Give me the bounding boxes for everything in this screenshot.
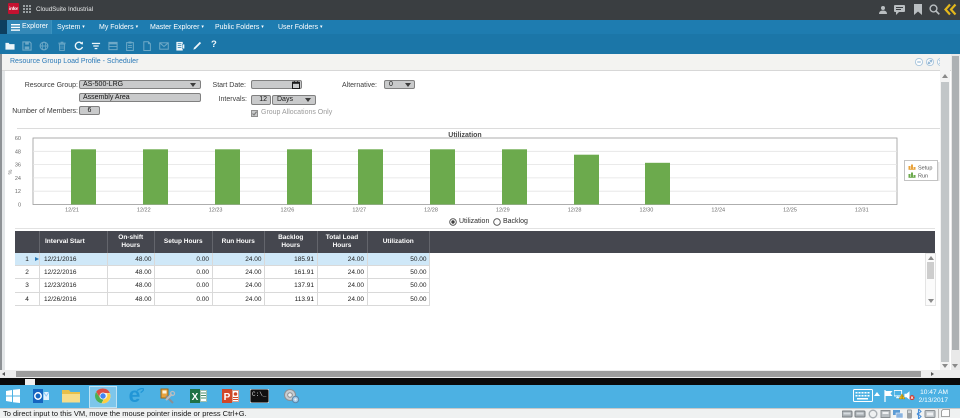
svg-text:12/31: 12/31 — [855, 208, 869, 214]
svg-text:12/26: 12/26 — [281, 208, 295, 214]
svg-text:12/28: 12/28 — [424, 208, 438, 214]
svg-text:12/27: 12/27 — [352, 208, 366, 214]
svg-text:12/30: 12/30 — [640, 208, 654, 214]
svg-text:60: 60 — [15, 136, 21, 142]
svg-text:24: 24 — [15, 176, 21, 182]
svg-text:Setup: Setup — [918, 166, 932, 172]
svg-text:X: X — [192, 392, 199, 403]
svg-text:P: P — [224, 392, 231, 403]
svg-text:0: 0 — [18, 203, 21, 209]
svg-text:12/29: 12/29 — [496, 208, 510, 214]
svg-text:!: ! — [901, 394, 902, 399]
svg-text:Utilization: Utilization — [448, 132, 481, 139]
svg-text:e: e — [129, 388, 141, 404]
svg-text:12/23: 12/23 — [209, 208, 223, 214]
svg-text:Run: Run — [918, 174, 928, 180]
svg-text:12/22: 12/22 — [137, 208, 151, 214]
svg-text:%: % — [8, 169, 14, 174]
svg-text:12/25: 12/25 — [783, 208, 797, 214]
svg-text:12/24: 12/24 — [711, 208, 725, 214]
svg-text:12/28: 12/28 — [568, 208, 582, 214]
svg-text:C:\_: C:\_ — [252, 391, 267, 398]
svg-text:12/21: 12/21 — [65, 208, 79, 214]
svg-text:36: 36 — [15, 163, 21, 169]
svg-text:48: 48 — [15, 149, 21, 155]
svg-text:12: 12 — [15, 189, 21, 195]
